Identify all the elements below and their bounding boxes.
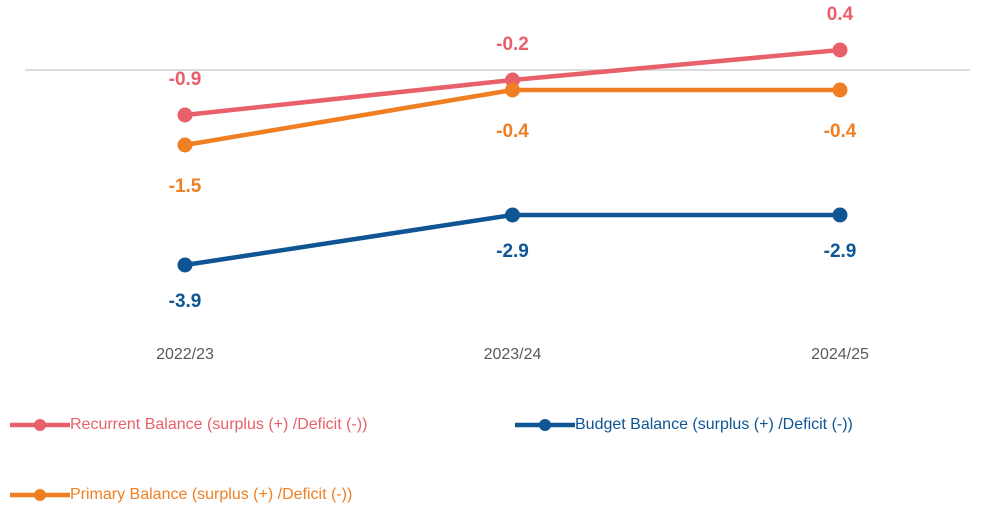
point [177,257,193,273]
data-label: -2.9 [496,241,529,262]
x-tick-label: 2022/23 [156,346,214,363]
legend-marker [34,419,46,431]
data-label: -0.4 [824,121,857,142]
legend-marker [539,419,551,431]
legend-label: Primary Balance (surplus (+) /Deficit (-… [70,486,352,503]
data-label: 0.4 [827,4,854,25]
data-label: -1.5 [169,176,202,197]
point [505,82,520,98]
point [177,107,193,123]
point [177,137,193,153]
data-label: -3.9 [169,291,202,312]
data-label: -0.4 [496,121,529,142]
data-label: -0.2 [496,34,529,55]
x-tick-label: 2023/24 [484,346,542,363]
point [505,207,520,223]
legend-label: Budget Balance (surplus (+) /Deficit (-)… [575,416,853,433]
legend-label: Recurrent Balance (surplus (+) /Deficit … [70,416,367,433]
point [832,42,848,58]
data-label: -0.9 [169,69,202,90]
point [832,207,848,223]
x-tick-label: 2024/25 [811,346,869,363]
point [832,82,848,98]
data-label: -2.9 [824,241,857,262]
legend-marker [34,489,46,501]
